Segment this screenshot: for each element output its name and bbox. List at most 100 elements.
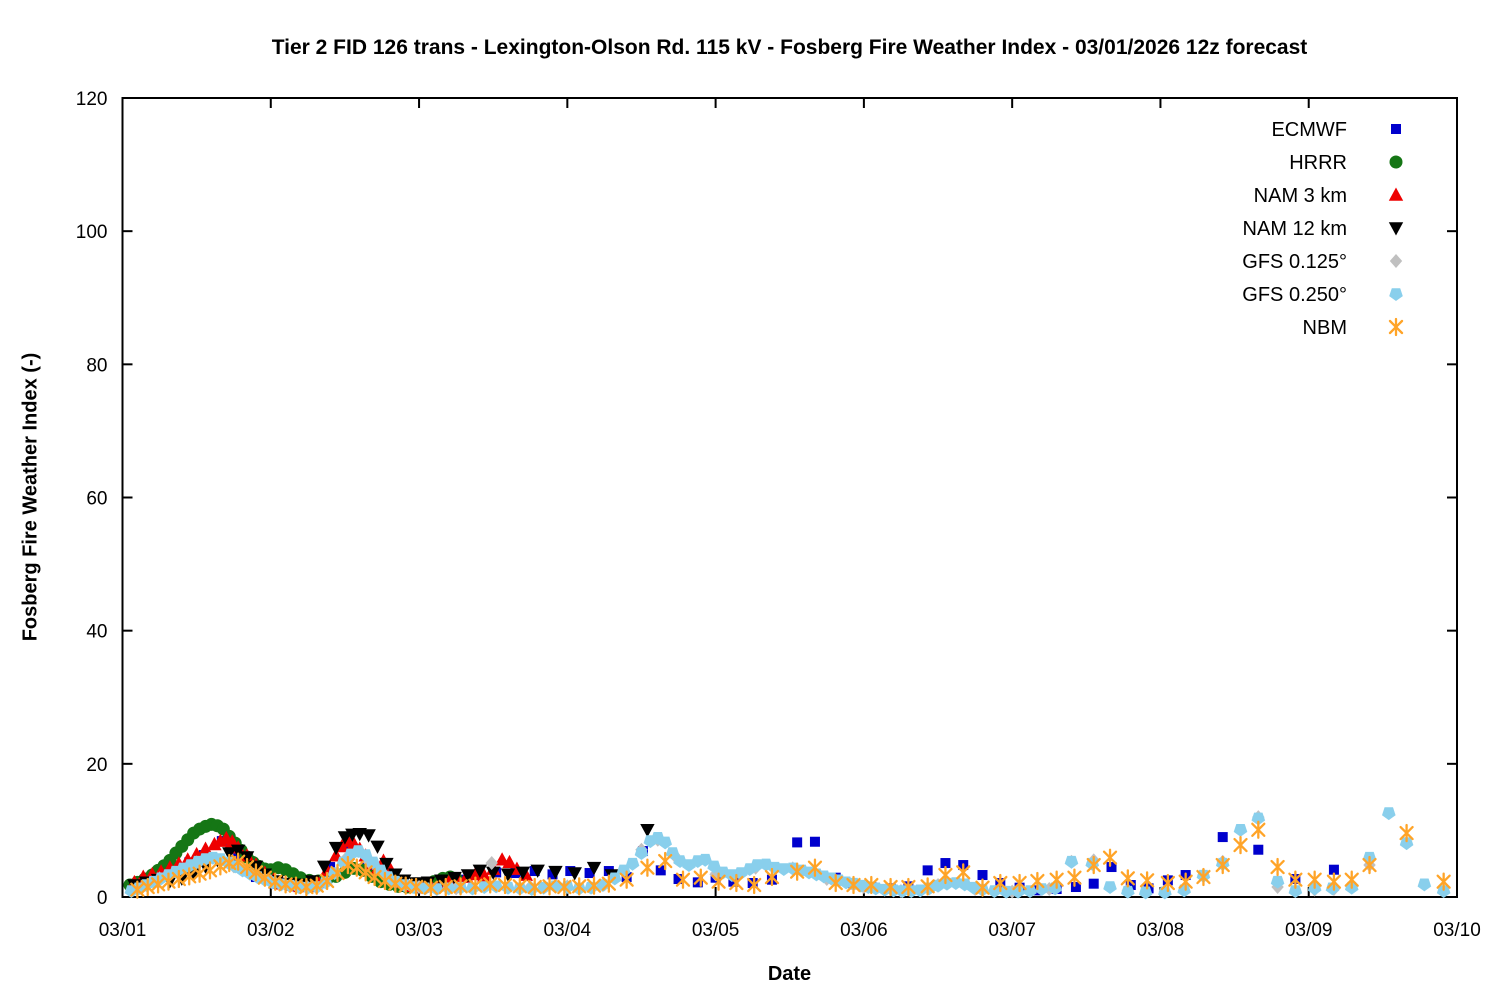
data-point-marker (1070, 882, 1081, 893)
data-point-marker (601, 874, 617, 893)
legend-label-nam-3-km: NAM 3 km (1254, 185, 1347, 207)
x-tick-label: 03/01 (99, 920, 147, 941)
data-point-marker (477, 868, 492, 882)
legend-item-nbm: NBM (1303, 317, 1404, 339)
data-point-marker (634, 847, 649, 861)
data-point-marker (1030, 871, 1045, 891)
data-point-marker (675, 870, 691, 889)
data-point-marker (1307, 870, 1322, 889)
x-tick-label: 03/09 (1285, 920, 1333, 941)
data-point-marker (1233, 823, 1248, 837)
data-point-marker (231, 852, 246, 871)
data-point-marker (692, 877, 703, 888)
data-point-marker (655, 865, 666, 876)
data-point-marker (330, 863, 345, 883)
x-tick-label: 03/02 (247, 920, 295, 941)
data-point-marker (423, 878, 439, 897)
y-tick-label: 0 (97, 888, 108, 909)
data-point-marker (213, 857, 228, 876)
data-point-marker (1389, 254, 1403, 268)
data-point-marker (640, 858, 655, 877)
data-point-marker (1106, 862, 1117, 873)
data-point-marker (1389, 288, 1403, 301)
data-point-marker (1388, 317, 1404, 337)
x-tick-label: 03/06 (840, 920, 888, 941)
data-point-marker (379, 857, 394, 872)
data-point-marker (1121, 885, 1135, 899)
legend-label-ecmwf: ECMWF (1271, 119, 1347, 141)
data-point-marker (460, 869, 476, 883)
data-point-marker (340, 855, 356, 875)
data-point-marker (764, 867, 780, 887)
data-point-marker (1388, 187, 1404, 201)
data-point-marker (239, 857, 255, 877)
data-point-marker (1251, 820, 1266, 839)
data-point-marker (483, 875, 498, 894)
data-point-marker (515, 866, 531, 880)
legend-item-gfs-0-250: GFS 0.250° (1242, 284, 1403, 306)
data-point-marker (309, 876, 324, 895)
legend-item-ecmwf: ECMWF (1271, 119, 1401, 141)
data-point-marker (1391, 124, 1401, 134)
data-point-marker (230, 844, 246, 858)
data-point-marker (512, 877, 528, 896)
data-point-marker (1288, 885, 1303, 899)
data-point-marker (1023, 885, 1037, 899)
data-point-marker (1012, 873, 1027, 893)
data-point-marker (358, 863, 373, 882)
data-point-marker (792, 837, 803, 848)
data-point-marker (1344, 870, 1359, 889)
x-tick-label: 03/07 (988, 920, 1036, 941)
data-point-marker (711, 872, 726, 891)
data-point-marker (542, 877, 557, 896)
data-point-marker (877, 883, 892, 897)
data-point-marker (1088, 878, 1099, 889)
data-point-marker (698, 853, 713, 867)
legend-item-gfs-0-125: GFS 0.125° (1242, 251, 1403, 273)
data-point-marker (640, 823, 655, 838)
data-point-marker (453, 877, 468, 896)
data-point-marker (408, 877, 424, 897)
x-axis-label: Date (767, 963, 812, 985)
data-point-marker (225, 834, 240, 848)
legend-label-hrrr: HRRR (1289, 152, 1347, 174)
data-point-marker (586, 876, 602, 895)
data-point-marker (1389, 155, 1403, 169)
data-point-marker (500, 868, 516, 882)
y-tick-label: 120 (76, 89, 108, 110)
data-point-marker (993, 873, 1008, 893)
x-tick-label: 03/08 (1137, 920, 1185, 941)
data-point-marker (658, 851, 673, 871)
data-point-marker (497, 875, 513, 895)
data-point-marker (472, 864, 488, 878)
data-point-marker (1064, 855, 1079, 869)
data-point-marker (777, 863, 791, 877)
data-point-marker (1436, 885, 1451, 899)
data-point-marker (1160, 873, 1176, 893)
y-tick-label: 80 (86, 355, 107, 376)
data-point-marker (747, 875, 762, 895)
data-point-marker (502, 854, 517, 869)
data-point-marker (807, 858, 823, 877)
y-tick-label: 60 (86, 489, 107, 510)
data-point-marker (1067, 868, 1082, 887)
x-tick-label: 03/04 (544, 920, 592, 941)
data-point-marker (809, 836, 820, 847)
data-point-marker (1139, 871, 1155, 890)
data-point-marker (1102, 848, 1118, 867)
data-point-marker (248, 863, 264, 882)
data-point-marker (1388, 222, 1404, 236)
data-point-marker (202, 861, 218, 880)
data-point-marker (1138, 886, 1153, 900)
data-point-marker (729, 873, 744, 893)
data-point-marker (977, 870, 988, 881)
data-point-marker (207, 836, 222, 851)
data-point-marker (325, 862, 336, 873)
data-point-marker (987, 885, 1002, 899)
data-point-marker (1178, 872, 1193, 891)
data-point-marker (956, 863, 971, 882)
data-point-marker (1399, 823, 1414, 843)
data-point-marker (527, 877, 542, 897)
